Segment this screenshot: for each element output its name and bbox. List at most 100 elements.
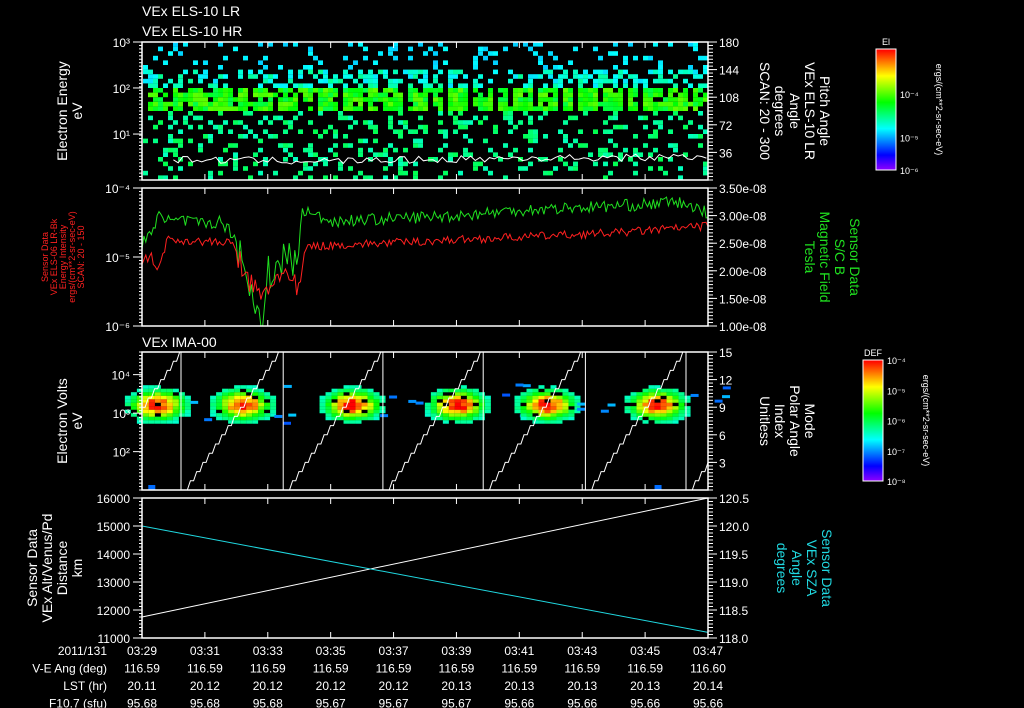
heatmap-cell — [583, 92, 588, 98]
heatmap-cell — [216, 413, 223, 417]
x-row-value: 116.60 — [690, 662, 726, 676]
heatmap-cell — [608, 88, 613, 93]
heatmap-cell — [642, 406, 649, 410]
colorbar-def — [862, 359, 884, 482]
heatmap-cell — [288, 74, 293, 79]
heatmap-cell — [618, 152, 623, 157]
heatmap-cell — [423, 101, 428, 107]
heatmap-cell — [323, 175, 328, 180]
heatmap-cell — [648, 88, 653, 93]
heatmap-cell — [466, 416, 473, 421]
heatmap-cell — [208, 134, 213, 139]
heatmap-cell — [628, 101, 633, 107]
heatmap-cell — [556, 406, 563, 410]
heatmap-cell — [424, 413, 431, 417]
heatmap-cell — [528, 88, 533, 93]
heatmap-cell — [538, 88, 543, 93]
heatmap-cell — [658, 65, 663, 70]
heatmap-cell — [403, 170, 408, 176]
heatmap-cell — [323, 106, 328, 111]
heatmap-cell — [343, 115, 348, 121]
heatmap-cell — [636, 413, 643, 417]
heatmap-cell — [588, 74, 593, 79]
heatmap-cell — [638, 78, 643, 84]
heatmap-cell — [158, 46, 163, 52]
heatmap-cell — [243, 134, 248, 139]
panel-frame — [141, 187, 709, 327]
heatmap-cell — [442, 413, 449, 417]
heatmap-cell — [502, 393, 511, 397]
heatmap-cell — [460, 416, 467, 421]
heatmap-cell — [473, 97, 478, 102]
heatmap-cell — [658, 69, 663, 75]
heatmap-cell — [203, 106, 208, 111]
heatmap-cell — [568, 143, 573, 148]
heatmap-cell — [363, 175, 368, 180]
heatmap-cell — [130, 399, 137, 403]
heatmap-cell — [423, 83, 428, 88]
heatmap-cell — [218, 111, 223, 116]
x-tick-label: 03:35 — [316, 644, 346, 658]
heatmap-cell — [478, 402, 485, 407]
heatmap-cell — [683, 101, 688, 107]
y2-tick-label: 3.00e-08 — [719, 210, 767, 224]
heatmap-cell — [238, 74, 243, 79]
heatmap-cell — [722, 395, 731, 399]
heatmap-cell — [373, 124, 378, 130]
heatmap-cell — [648, 166, 653, 171]
heatmap-cell — [258, 413, 265, 417]
heatmap-cell — [660, 413, 667, 417]
heatmap-cell — [203, 74, 208, 79]
heatmap-cell — [337, 402, 344, 407]
heatmap-cell — [343, 406, 350, 410]
heatmap-cell — [353, 60, 358, 65]
heatmap-cell — [343, 416, 350, 421]
y-axis-label: Sensor Data — [24, 529, 40, 607]
colorbar-title: El — [882, 37, 890, 47]
heatmap-cell — [653, 42, 658, 47]
heatmap-cell — [526, 406, 533, 410]
heatmap-cell — [654, 413, 661, 417]
heatmap-cell — [234, 402, 241, 407]
heatmap-cell — [526, 392, 533, 396]
heatmap-cell — [328, 147, 333, 153]
heatmap-cell — [252, 385, 259, 389]
heatmap-cell — [653, 129, 658, 134]
heatmap-cell — [498, 97, 503, 102]
heatmap-cell — [466, 420, 473, 424]
heatmap-cell — [213, 106, 218, 111]
heatmap-cell — [222, 413, 229, 417]
heatmap-cell — [218, 88, 223, 93]
heatmap-cell — [578, 97, 583, 102]
heatmap-cell — [313, 55, 318, 61]
heatmap-cell — [343, 101, 348, 107]
heatmap-cell — [603, 101, 608, 107]
heatmap-cell — [240, 416, 247, 421]
els-overlay-line — [173, 153, 707, 165]
heatmap-cell — [448, 416, 455, 421]
heatmap-cell — [160, 395, 167, 400]
heatmap-cell — [228, 101, 233, 107]
heatmap-cell — [628, 92, 633, 98]
heatmap-cell — [663, 97, 668, 102]
heatmap-cell — [558, 78, 563, 84]
heatmap-cell — [633, 106, 638, 111]
heatmap-cell — [216, 395, 223, 400]
y-axis-label: Sensor Data — [40, 232, 50, 282]
heatmap-cell — [588, 97, 593, 102]
heatmap-cell — [574, 409, 581, 414]
heatmap-cell — [643, 83, 648, 88]
y-tick-label: 11000 — [98, 632, 131, 646]
heatmap-cell — [636, 409, 643, 414]
heatmap-cell — [413, 143, 418, 148]
heatmap-cell — [678, 69, 683, 75]
heatmap-cell — [448, 78, 453, 84]
heatmap-cell — [168, 115, 173, 121]
heatmap-cell — [528, 134, 533, 139]
heatmap-cell — [398, 97, 403, 102]
heatmap-cell — [353, 97, 358, 102]
heatmap-cell — [253, 152, 258, 157]
heatmap-cell — [633, 74, 638, 79]
heatmap-cell — [550, 395, 557, 400]
